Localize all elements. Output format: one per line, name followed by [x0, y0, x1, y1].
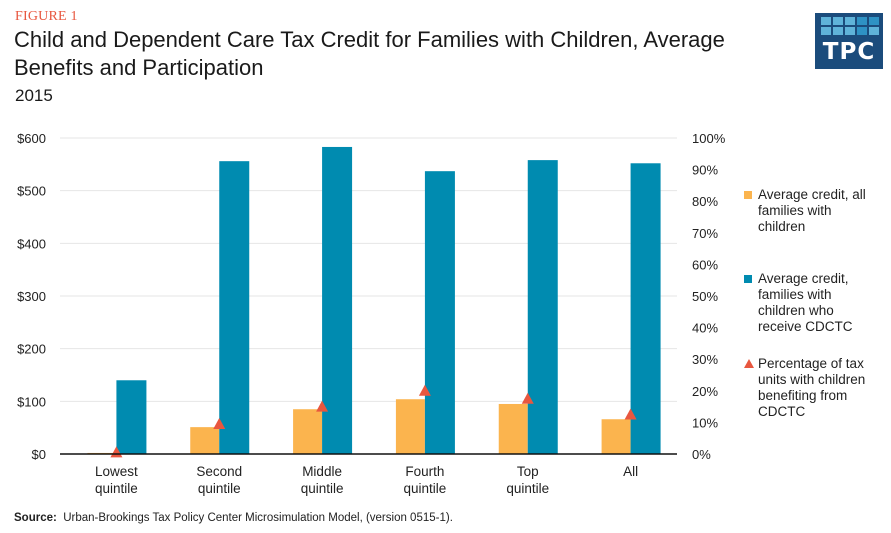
- right-tick-label: 90%: [692, 163, 718, 178]
- category-label: quintile: [95, 481, 138, 496]
- bar-avg-credit-recipients: [630, 163, 661, 454]
- category-label: Middle: [302, 464, 342, 479]
- bar-avg-credit-all: [498, 403, 528, 454]
- right-tick-label: 60%: [692, 257, 718, 272]
- right-tick-label: 0%: [692, 447, 711, 462]
- category-labels: Lowest quintile Second quintile Middle quinti…: [95, 464, 638, 496]
- category-label: Lowest: [95, 464, 138, 479]
- legend-item-percentage: Percentage of tax units with children be…: [744, 356, 889, 420]
- chart-subtitle: 2015: [15, 86, 53, 105]
- bar-avg-credit-all: [190, 427, 220, 454]
- legend-line: Percentage of tax: [758, 356, 864, 371]
- left-tick-label: $300: [17, 289, 46, 304]
- blue-square-icon: [744, 275, 752, 283]
- logo-text: TPC: [822, 39, 876, 65]
- legend-line: children: [758, 219, 806, 234]
- chart-title: Child and Dependent Care Tax Credit for …: [14, 27, 725, 80]
- source-text: Urban-Brookings Tax Policy Center Micros…: [63, 512, 453, 524]
- category-label: Second: [196, 464, 242, 479]
- figure-label: FIGURE 1: [15, 9, 78, 24]
- logo-grid-icon: [821, 17, 879, 35]
- left-tick-label: $400: [17, 236, 46, 251]
- bars: [87, 146, 661, 454]
- right-axis-ticks: 0% 10% 20% 30% 40% 50% 60% 70% 80% 90% 100%: [692, 131, 726, 462]
- orange-square-icon: [744, 191, 752, 199]
- right-tick-label: 10%: [692, 415, 718, 430]
- left-tick-label: $200: [17, 342, 46, 357]
- category-label: quintile: [404, 481, 447, 496]
- left-tick-label: $500: [17, 184, 46, 199]
- bar-avg-credit-recipients: [527, 160, 558, 454]
- legend-line: Average credit,: [758, 271, 849, 286]
- right-tick-label: 40%: [692, 321, 718, 336]
- category-label: quintile: [198, 481, 241, 496]
- left-tick-label: $100: [17, 394, 46, 409]
- legend-line: units with children: [758, 372, 866, 387]
- right-tick-label: 80%: [692, 194, 718, 209]
- bar-avg-credit-recipients: [116, 380, 147, 454]
- right-tick-label: 20%: [692, 384, 718, 399]
- category-label: Top: [517, 464, 539, 479]
- legend-line: families with: [758, 203, 832, 218]
- source-note: Source: Urban-Brookings Tax Policy Cente…: [14, 512, 453, 524]
- right-tick-label: 70%: [692, 226, 718, 241]
- bar-avg-credit-recipients: [424, 171, 455, 454]
- marker-percentage: [624, 408, 637, 420]
- legend-line: children who: [758, 303, 834, 318]
- source-label: Source:: [14, 512, 57, 524]
- tpc-logo: TPC: [815, 13, 883, 69]
- marker-percentage: [418, 384, 431, 396]
- bar-avg-credit-recipients: [219, 161, 250, 454]
- legend-line: families with: [758, 287, 832, 302]
- legend-line: CDCTC: [758, 404, 806, 419]
- legend-line: receive CDCTC: [758, 319, 853, 334]
- category-label: All: [623, 464, 638, 479]
- bar-avg-credit-recipients: [322, 146, 353, 454]
- marker-percentage: [521, 392, 534, 404]
- legend-line: benefiting from: [758, 388, 848, 403]
- left-tick-label: $0: [32, 447, 46, 462]
- left-axis-ticks: $0 $100 $200 $300 $400 $500 $600: [17, 131, 46, 462]
- legend-item-avg-credit-recipients: Average credit, families with children w…: [744, 271, 889, 335]
- category-label: Fourth: [405, 464, 444, 479]
- legend-line: Average credit, all: [758, 187, 866, 202]
- category-label: quintile: [301, 481, 344, 496]
- gridlines: [60, 137, 677, 402]
- triangle-markers: [110, 384, 637, 458]
- marker-percentage: [316, 400, 329, 412]
- right-tick-label: 30%: [692, 352, 718, 367]
- bar-avg-credit-all: [601, 419, 631, 454]
- category-label: quintile: [506, 481, 549, 496]
- legend-item-avg-credit-all: Average credit, all families with childr…: [744, 187, 889, 235]
- red-triangle-icon: [744, 359, 754, 368]
- right-tick-label: 100%: [692, 131, 726, 146]
- bar-avg-credit-all: [395, 399, 425, 454]
- bar-avg-credit-all: [293, 409, 323, 454]
- left-tick-label: $600: [17, 131, 46, 146]
- right-tick-label: 50%: [692, 289, 718, 304]
- marker-percentage: [213, 417, 226, 429]
